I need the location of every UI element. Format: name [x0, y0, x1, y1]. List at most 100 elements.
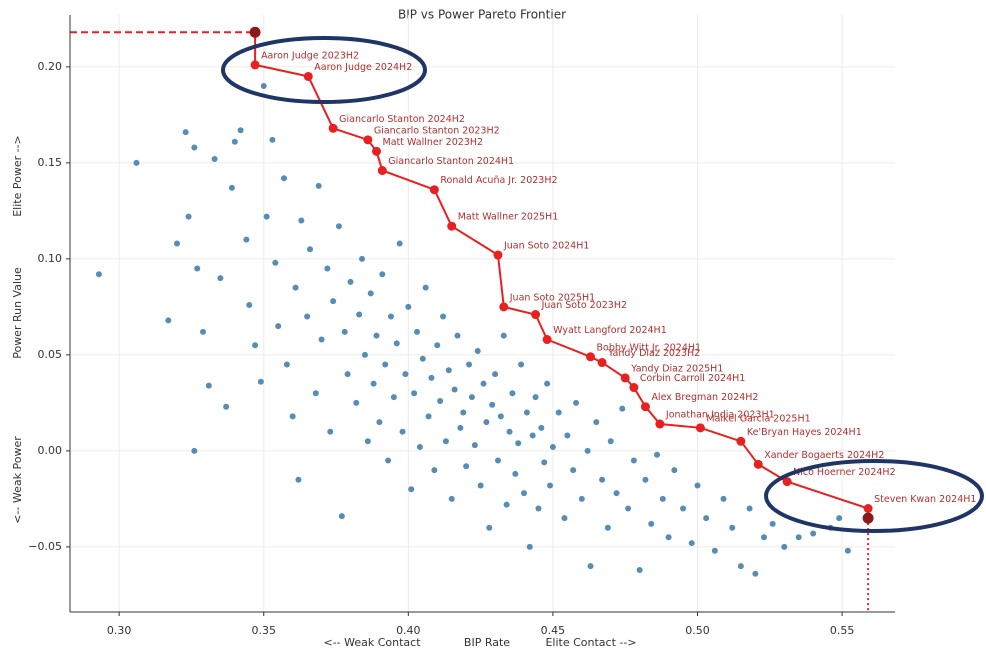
frontier-point	[640, 402, 650, 412]
data-point	[376, 419, 383, 426]
data-point	[570, 467, 577, 474]
point-label: Steven Kwan 2024H1	[874, 494, 976, 505]
data-point	[185, 213, 192, 220]
data-point	[275, 323, 282, 330]
data-point	[593, 419, 600, 426]
point-label: Juan Soto 2025H1	[509, 292, 595, 303]
data-point	[836, 515, 843, 522]
data-point	[654, 451, 661, 458]
data-point	[95, 271, 102, 278]
data-point	[217, 275, 224, 282]
data-point	[503, 501, 510, 508]
data-point	[318, 336, 325, 343]
data-point	[703, 515, 710, 522]
data-point	[584, 447, 591, 454]
plot: 0.30 0.35 0.40 0.45 0.50 0.55 −0.05 0.00 0.05 0.1…	[28, 15, 976, 637]
y-tick-label: 0.15	[38, 156, 63, 169]
point-label: Juan Soto 2023H2	[541, 300, 627, 311]
data-point	[544, 380, 551, 387]
data-point	[729, 524, 736, 531]
data-point	[497, 413, 504, 420]
point-label: Aaron Judge 2024H2	[314, 62, 412, 73]
data-point	[367, 290, 374, 297]
data-point	[292, 284, 299, 291]
data-point	[561, 515, 568, 522]
data-point	[451, 386, 458, 393]
data-point	[414, 328, 421, 335]
highlight-ellipse	[764, 459, 984, 533]
data-point	[396, 240, 403, 247]
data-point	[457, 424, 464, 431]
data-point	[474, 348, 481, 355]
data-point	[445, 367, 452, 374]
data-point	[182, 129, 189, 136]
data-point	[402, 371, 409, 378]
data-point	[335, 223, 342, 230]
data-point	[694, 482, 701, 489]
data-point	[338, 513, 345, 520]
data-point	[298, 217, 305, 224]
point-label: Ke'Bryan Hayes 2024H1	[747, 427, 862, 438]
y-tick-label: 0.10	[38, 252, 63, 265]
data-point	[659, 495, 666, 502]
data-point	[538, 424, 545, 431]
frontier-point	[372, 146, 382, 156]
data-point	[246, 301, 253, 308]
point-label: Aaron Judge 2023H2	[261, 50, 359, 61]
data-point	[506, 428, 513, 435]
data-point	[625, 505, 632, 512]
data-point	[440, 313, 447, 320]
data-point	[272, 259, 279, 266]
data-point	[260, 83, 267, 90]
frontier-point	[429, 185, 439, 195]
data-point	[711, 547, 718, 554]
y-tick-label: −0.05	[28, 540, 62, 553]
frontier-point	[629, 383, 639, 393]
data-point	[133, 159, 140, 166]
point-label: Matt Wallner 2023H2	[383, 137, 484, 148]
data-point	[630, 457, 637, 464]
data-point	[327, 428, 334, 435]
data-point	[379, 271, 386, 278]
data-point	[324, 265, 331, 272]
data-point	[512, 470, 519, 477]
data-point	[532, 394, 539, 401]
frontier-point	[250, 60, 260, 70]
data-point	[480, 380, 487, 387]
data-point	[408, 486, 415, 493]
data-point	[283, 361, 290, 368]
data-point	[434, 342, 441, 349]
data-point	[205, 382, 212, 389]
x-tick-label: 0.50	[685, 624, 710, 637]
data-point	[494, 457, 501, 464]
data-point	[341, 328, 348, 335]
data-point	[405, 303, 412, 310]
y-axis-label: Power Run Value	[11, 267, 24, 359]
extreme-point	[862, 512, 874, 524]
y-tick-label: 0.00	[38, 444, 63, 457]
point-label: Alex Bregman 2024H2	[651, 392, 758, 403]
data-point	[431, 467, 438, 474]
data-point	[555, 409, 562, 416]
y-axis-label: Elite Power -->	[11, 135, 24, 217]
point-label: Xander Bogaerts 2024H2	[764, 450, 884, 461]
data-point	[535, 505, 542, 512]
data-point	[364, 438, 371, 445]
data-point	[541, 459, 548, 466]
data-point	[393, 340, 400, 347]
frontier-point	[328, 123, 338, 133]
data-point	[515, 440, 522, 447]
data-point	[509, 390, 516, 397]
data-point	[619, 405, 626, 412]
data-point	[607, 438, 614, 445]
data-point	[252, 342, 259, 349]
point-label: Corbin Carroll 2024H1	[640, 373, 745, 384]
data-point	[460, 409, 467, 416]
data-point	[223, 403, 230, 410]
y-axis-label: <-- Weak Power	[11, 436, 24, 524]
data-point	[330, 298, 337, 305]
x-axis-label: BIP Rate	[464, 636, 510, 649]
point-label: Ronald Acuña Jr. 2023H2	[440, 175, 557, 186]
data-point	[564, 432, 571, 439]
data-point	[387, 313, 394, 320]
